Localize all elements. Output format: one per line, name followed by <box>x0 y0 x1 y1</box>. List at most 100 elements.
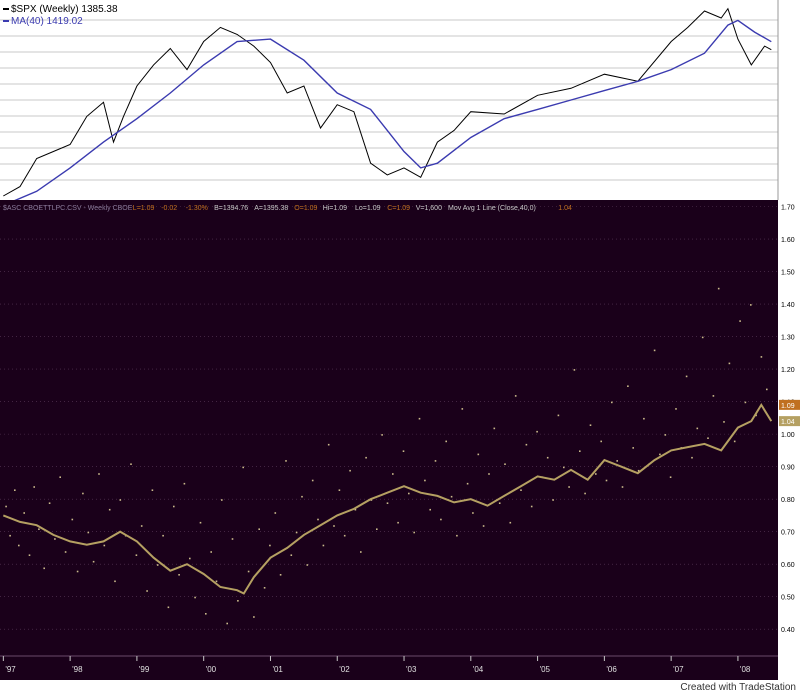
putcall-weekly-point <box>140 525 143 527</box>
y-tick-label: 0.50 <box>781 595 795 602</box>
y-tick-label: 1.40 <box>781 302 795 309</box>
putcall-weekly-point <box>301 495 303 498</box>
x-tick-label: '97 <box>5 665 16 674</box>
putcall-weekly-point <box>514 395 517 397</box>
putcall-legend-label: -1.30% <box>186 205 208 212</box>
putcall-weekly-point <box>504 463 506 465</box>
putcall-weekly-point <box>717 287 720 290</box>
putcall-weekly-point <box>536 430 538 433</box>
putcall-weekly-point <box>199 521 202 524</box>
putcall-weekly-point <box>311 479 314 482</box>
putcall-legend-label: L=1.09 <box>133 205 155 212</box>
putcall-weekly-point <box>130 463 132 465</box>
putcall-weekly-point <box>183 482 186 485</box>
putcall-weekly-point <box>653 349 656 352</box>
putcall-weekly-point <box>178 574 180 576</box>
putcall-weekly-point <box>376 528 378 530</box>
putcall-weekly-point <box>333 525 335 527</box>
x-tick-label: '01 <box>272 665 283 674</box>
putcall-weekly-point <box>119 499 122 501</box>
putcall-legend-label: $ASC CBOETTLPC.CSV - Weekly CBOE <box>3 205 133 212</box>
putcall-weekly-point <box>365 456 367 459</box>
putcall-ma40-line <box>2 402 773 595</box>
x-tick-label: '03 <box>406 665 417 674</box>
putcall-legend-label: B=1394.76 <box>214 205 248 212</box>
putcall-weekly-point <box>215 580 218 583</box>
putcall-weekly-point <box>18 544 20 547</box>
putcall-weekly-point <box>701 336 704 339</box>
putcall-weekly-point <box>477 453 480 456</box>
putcall-weekly-point <box>440 518 442 521</box>
putcall-weekly-point <box>418 417 421 420</box>
x-tick-label: '08 <box>740 665 751 674</box>
putcall-weekly-point <box>627 385 629 387</box>
putcall-weekly-point <box>456 534 458 537</box>
putcall-weekly-point <box>349 469 351 472</box>
putcall-weekly-point <box>621 486 624 488</box>
putcall-weekly-point <box>306 564 309 566</box>
putcall-weekly-point <box>434 460 437 462</box>
putcall-weekly-point <box>573 369 576 371</box>
putcall-weekly-point <box>488 473 490 475</box>
putcall-weekly-point <box>424 479 426 482</box>
putcall-weekly-point <box>343 534 346 537</box>
putcall-weekly-point <box>552 499 554 501</box>
putcall-weekly-point <box>493 427 496 430</box>
putcall-weekly-point <box>632 447 634 449</box>
putcall-weekly-point <box>226 622 228 625</box>
putcall-weekly-point <box>317 518 319 521</box>
putcall-ratio-panel: $ASC CBOETTLPC.CSV - Weekly CBOE L=1.09 -0… <box>0 200 800 680</box>
y-tick-label: 1.30 <box>781 335 795 342</box>
credit-text: Created with TradeStation <box>680 682 796 693</box>
putcall-weekly-point <box>156 564 159 566</box>
putcall-weekly-point <box>696 427 699 430</box>
putcall-weekly-point <box>151 489 154 491</box>
putcall-weekly-point <box>5 505 7 508</box>
y-tick-label: 0.40 <box>781 627 795 634</box>
putcall-weekly-point <box>269 544 271 547</box>
putcall-weekly-point <box>685 375 688 378</box>
footer: Created with TradeStation <box>0 680 800 696</box>
putcall-weekly-point <box>173 505 175 508</box>
putcall-weekly-point <box>82 492 84 495</box>
y-tick-label: 0.80 <box>781 497 795 504</box>
putcall-weekly-point <box>739 320 741 322</box>
putcall-weekly-point <box>237 600 239 602</box>
putcall-weekly-point <box>659 453 661 456</box>
putcall-weekly-point <box>14 489 16 491</box>
x-tick-label: '06 <box>606 665 617 674</box>
putcall-weekly-point <box>611 401 613 404</box>
putcall-weekly-point <box>285 460 287 462</box>
y-tick-label: 1.00 <box>781 432 795 439</box>
spx-price-panel: $SPX (Weekly) 1385.38 MA(40) 1419.02 <box>0 0 800 200</box>
putcall-weekly-point <box>472 512 474 514</box>
putcall-weekly-point <box>669 476 672 478</box>
putcall-weekly-point <box>295 531 298 534</box>
last-value-tag <box>779 399 800 410</box>
putcall-weekly-point <box>210 551 212 553</box>
putcall-weekly-point <box>146 590 148 592</box>
putcall-weekly-point <box>247 570 250 573</box>
putcall-weekly-point <box>381 434 383 436</box>
putcall-weekly-point <box>445 440 447 443</box>
putcall-weekly-point <box>108 508 111 511</box>
putcall-weekly-point <box>589 424 592 426</box>
putcall-weekly-point <box>429 508 431 511</box>
putcall-weekly-point <box>135 554 138 556</box>
putcall-weekly-point <box>744 401 747 404</box>
putcall-weekly-point <box>616 460 618 462</box>
putcall-weekly-point <box>162 534 164 537</box>
putcall-legend-label: -0.02 <box>161 205 177 212</box>
putcall-weekly-point <box>728 362 731 365</box>
y-tick-label: 0.70 <box>781 530 795 537</box>
spx-legend-swatch <box>3 8 9 10</box>
putcall-weekly-point <box>546 456 549 459</box>
putcall-weekly-point <box>98 473 100 475</box>
putcall-weekly-point <box>23 512 25 514</box>
putcall-weekly-point <box>54 538 56 540</box>
putcall-weekly-point <box>530 505 533 508</box>
x-tick-label: '00 <box>206 665 217 674</box>
spx-legend-swatch <box>3 20 9 22</box>
putcall-weekly-point <box>64 551 67 553</box>
